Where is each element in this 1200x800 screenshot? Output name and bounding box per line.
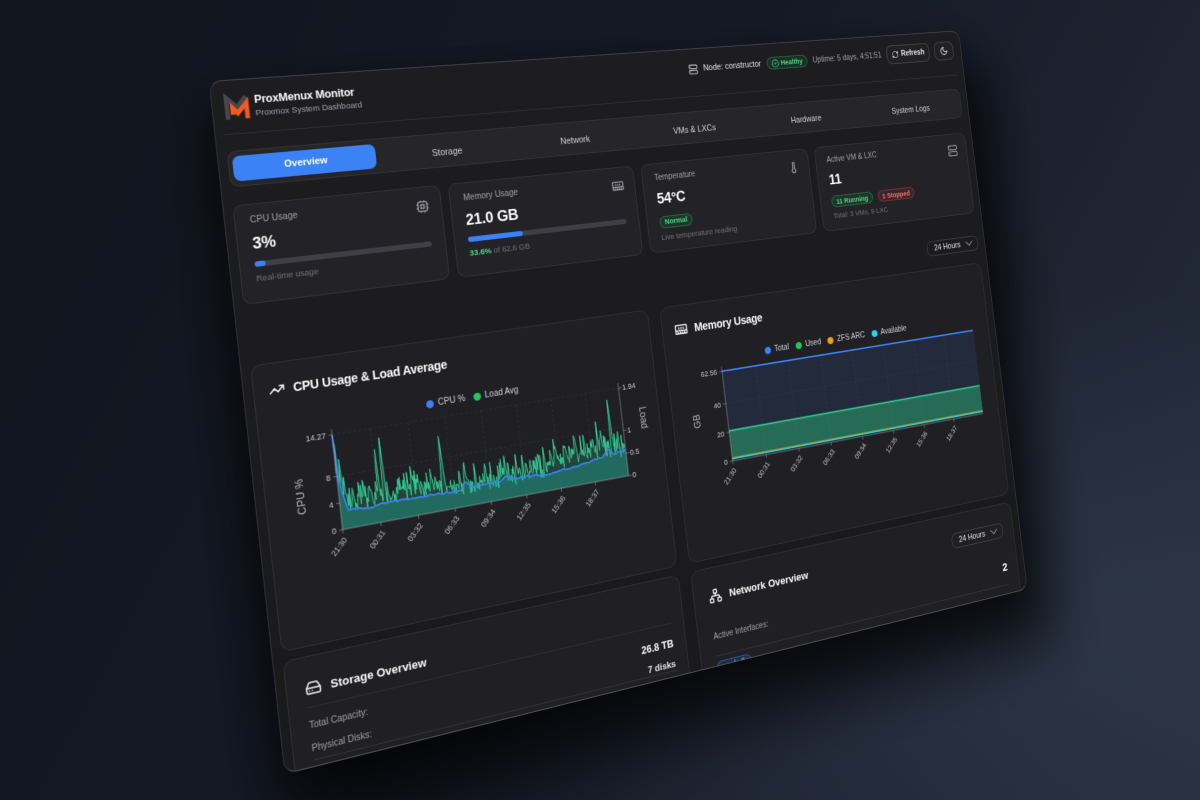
svg-text:62.56: 62.56 xyxy=(700,368,717,379)
svg-text:06:33: 06:33 xyxy=(821,447,836,467)
svg-text:20: 20 xyxy=(717,429,725,439)
svg-text:4: 4 xyxy=(328,500,334,510)
svg-text:18:37: 18:37 xyxy=(584,487,601,508)
svg-text:12:35: 12:35 xyxy=(515,500,533,522)
svg-text:12:35: 12:35 xyxy=(884,435,898,454)
svg-text:40: 40 xyxy=(713,400,721,410)
svg-text:1: 1 xyxy=(627,425,632,434)
svg-text:Load: Load xyxy=(637,406,649,430)
svg-text:15:36: 15:36 xyxy=(915,429,929,448)
svg-text:0: 0 xyxy=(724,458,729,467)
svg-text:8: 8 xyxy=(326,473,332,483)
svg-text:06:33: 06:33 xyxy=(443,514,462,536)
svg-text:0: 0 xyxy=(632,470,637,480)
svg-text:00:31: 00:31 xyxy=(756,460,772,480)
svg-text:15:36: 15:36 xyxy=(550,494,568,515)
svg-text:03:32: 03:32 xyxy=(406,521,425,543)
svg-text:18:37: 18:37 xyxy=(945,424,959,443)
svg-text:21:30: 21:30 xyxy=(722,466,738,486)
svg-text:03:32: 03:32 xyxy=(789,453,804,473)
svg-text:14.27: 14.27 xyxy=(305,431,326,444)
svg-text:0: 0 xyxy=(331,526,337,536)
svg-text:CPU %: CPU % xyxy=(294,478,309,516)
svg-text:GB: GB xyxy=(692,414,703,430)
svg-text:09:34: 09:34 xyxy=(853,441,868,460)
svg-text:1.94: 1.94 xyxy=(622,381,636,392)
svg-text:00:31: 00:31 xyxy=(368,528,388,550)
svg-text:0.5: 0.5 xyxy=(629,447,640,458)
svg-text:21:30: 21:30 xyxy=(329,535,349,558)
svg-text:09:34: 09:34 xyxy=(479,507,497,529)
